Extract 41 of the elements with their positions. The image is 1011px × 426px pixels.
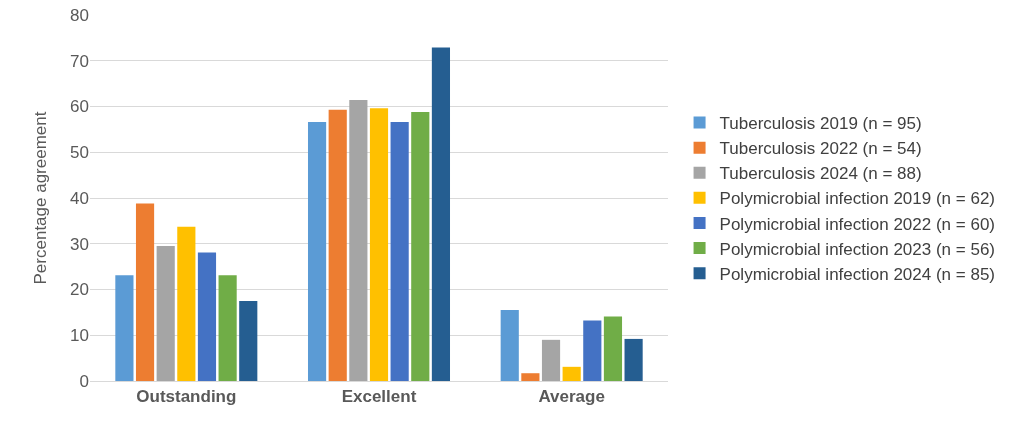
bar	[431, 47, 451, 381]
bar	[156, 246, 175, 381]
bar	[624, 338, 643, 381]
x-tick-label: Average	[538, 387, 605, 407]
legend-label: Polymicrobial infection 2022 (n = 60)	[719, 214, 996, 234]
bar	[541, 339, 561, 381]
y-tick-label: 80	[70, 5, 89, 25]
legend-label: Polymicrobial infection 2024 (n = 85)	[719, 264, 996, 284]
bar	[307, 122, 327, 381]
bar	[328, 109, 347, 381]
y-tick-label: 70	[70, 51, 89, 71]
bar	[500, 310, 519, 381]
x-tick-label: Outstanding	[136, 387, 237, 407]
y-tick-label: 40	[70, 188, 89, 208]
y-tick-label: 10	[70, 326, 89, 346]
legend-label: Tuberculosis 2019 (n = 95)	[719, 114, 922, 134]
bar	[603, 316, 623, 381]
bar	[197, 252, 217, 381]
bar	[135, 203, 155, 381]
y-tick-label: 20	[70, 280, 89, 300]
x-tick-label: Excellent	[341, 387, 417, 407]
legend-label: Polymicrobial infection 2023 (n = 56)	[719, 239, 996, 259]
bar	[390, 122, 409, 381]
y-tick-label: 30	[70, 234, 89, 254]
bar	[411, 111, 430, 381]
bar	[349, 100, 368, 381]
y-tick-label: 0	[79, 371, 89, 391]
bar	[562, 366, 581, 381]
bar	[583, 320, 602, 381]
legend-label: Tuberculosis 2024 (n = 88)	[719, 164, 922, 184]
legend-label: Polymicrobial infection 2019 (n = 62)	[719, 189, 996, 209]
bar	[218, 275, 237, 381]
bar	[369, 108, 389, 381]
y-tick-label: 60	[70, 97, 89, 117]
bar	[115, 275, 134, 381]
legend-label: Tuberculosis 2022 (n = 54)	[719, 139, 922, 159]
bar	[521, 373, 540, 381]
bar	[239, 300, 258, 381]
y-tick-label: 50	[70, 143, 89, 163]
bar	[177, 226, 196, 381]
y-axis-title: Percentage agreement	[31, 111, 50, 285]
